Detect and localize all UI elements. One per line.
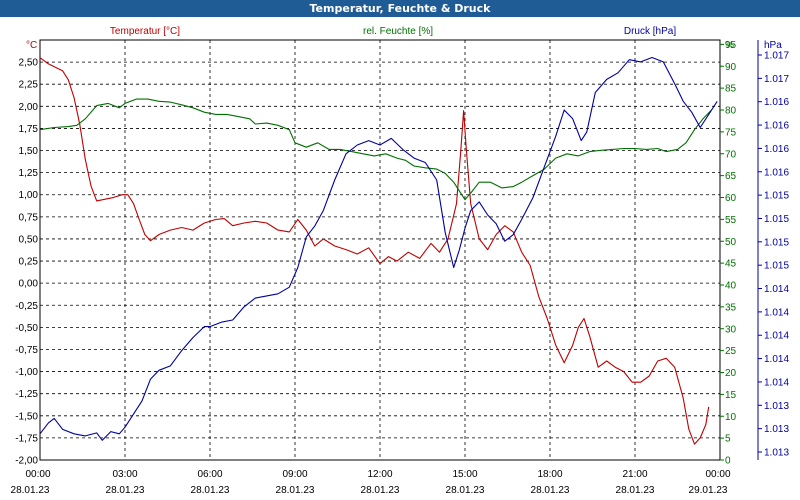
- x-tick-date: 28.01.23: [361, 485, 400, 496]
- humidity-tick: 65: [725, 171, 737, 182]
- pressure-tick: 1.017: [764, 74, 789, 85]
- temperature-tick: 0,50: [19, 234, 39, 245]
- temperature-tick: -1,00: [15, 367, 38, 378]
- temperature-tick: 0,25: [19, 257, 39, 268]
- humidity-tick: 35: [725, 302, 737, 313]
- x-tick-time: 00:00: [25, 469, 50, 480]
- pressure-tick: 1.015: [764, 237, 789, 248]
- temperature-tick: 1,25: [19, 168, 39, 179]
- humidity-tick: 15: [725, 390, 737, 401]
- temperature-tick: -2,00: [15, 456, 38, 467]
- humidity-unit: %: [725, 40, 734, 51]
- temperature-line: [39, 57, 710, 445]
- pressure-tick: 1.014: [764, 354, 789, 365]
- pressure-tick: 1.016: [764, 97, 789, 108]
- temperature-tick: -0,25: [15, 301, 38, 312]
- humidity-tick: 70: [725, 149, 737, 160]
- humidity-tick: 50: [725, 237, 737, 248]
- pressure-tick: 1.015: [764, 214, 789, 225]
- x-tick-date: 29.01.23: [689, 485, 728, 496]
- pressure-tick: 1.016: [764, 167, 789, 178]
- humidity-tick: 40: [725, 281, 737, 292]
- temperature-tick: 2,00: [19, 102, 39, 113]
- x-tick-time: 18:00: [537, 469, 562, 480]
- humidity-tick: 55: [725, 215, 737, 226]
- temperature-unit: °C: [26, 40, 37, 51]
- pressure-tick: 1.014: [764, 284, 789, 295]
- humidity-tick: 0: [725, 456, 731, 467]
- humidity-tick: 30: [725, 324, 737, 335]
- pressure-tick: 1.016: [764, 121, 789, 132]
- pressure-line: [39, 56, 718, 441]
- temperature-tick: 1,50: [19, 146, 39, 157]
- pressure-tick: 1.017: [764, 51, 789, 62]
- pressure-unit: hPa: [764, 40, 782, 51]
- humidity-tick: 90: [725, 62, 737, 73]
- pressure-tick: 1.015: [764, 261, 789, 272]
- humidity-tick: 85: [725, 84, 737, 95]
- humidity-axis-label: rel. Feuchte [%]: [363, 26, 433, 37]
- x-tick-date: 28.01.23: [106, 485, 145, 496]
- temperature-tick: -0,75: [15, 345, 38, 356]
- pressure-axis-label: Druck [hPa]: [624, 26, 676, 37]
- x-tick-time: 12:00: [367, 469, 392, 480]
- humidity-tick: 60: [725, 193, 737, 204]
- x-tick-date: 28.01.23: [446, 485, 485, 496]
- x-tick-date: 28.01.23: [276, 485, 315, 496]
- humidity-tick: 75: [725, 127, 737, 138]
- x-tick-time: 03:00: [112, 469, 137, 480]
- x-tick-time: 15:00: [452, 469, 477, 480]
- x-tick-time: 09:00: [282, 469, 307, 480]
- temperature-axis-label: Temperatur [°C]: [110, 26, 180, 37]
- x-tick-date: 28.01.23: [531, 485, 570, 496]
- pressure-tick: 1.016: [764, 144, 789, 155]
- pressure-tick: 1.015: [764, 191, 789, 202]
- x-tick-date: 28.01.23: [11, 485, 50, 496]
- temperature-tick: 1,00: [19, 190, 39, 201]
- x-tick-date: 28.01.23: [616, 485, 655, 496]
- temperature-tick: 2,50: [19, 58, 39, 69]
- pressure-tick: 1.014: [764, 307, 789, 318]
- window-title: Temperatur, Feuchte & Druck: [0, 0, 800, 17]
- humidity-tick: 80: [725, 106, 737, 117]
- temperature-tick: 2,25: [19, 80, 39, 91]
- pressure-tick: 1.013: [764, 448, 789, 459]
- humidity-tick: 95: [725, 40, 737, 51]
- x-tick-date: 28.01.23: [191, 485, 230, 496]
- pressure-tick: 1.014: [764, 377, 789, 388]
- pressure-tick: 1.013: [764, 424, 789, 435]
- humidity-tick: 45: [725, 259, 737, 270]
- x-tick-time: 21:00: [622, 469, 647, 480]
- temperature-tick: -1,75: [15, 433, 38, 444]
- humidity-tick: 25: [725, 346, 737, 357]
- humidity-tick: 10: [725, 412, 737, 423]
- temperature-tick: 0,75: [19, 212, 39, 223]
- temperature-tick: 0,00: [19, 279, 39, 290]
- x-tick-time: 06:00: [197, 469, 222, 480]
- temperature-tick: -1,50: [15, 411, 38, 422]
- pressure-tick: 1.014: [764, 331, 789, 342]
- humidity-tick: 5: [725, 434, 731, 445]
- humidity-tick: 20: [725, 368, 737, 379]
- pressure-tick: 1.013: [764, 401, 789, 412]
- temperature-tick: -1,25: [15, 389, 38, 400]
- temperature-tick: 1,75: [19, 124, 39, 135]
- x-tick-time: 00:00: [705, 469, 730, 480]
- humidity-line: [39, 98, 712, 201]
- temperature-tick: -0,50: [15, 323, 38, 334]
